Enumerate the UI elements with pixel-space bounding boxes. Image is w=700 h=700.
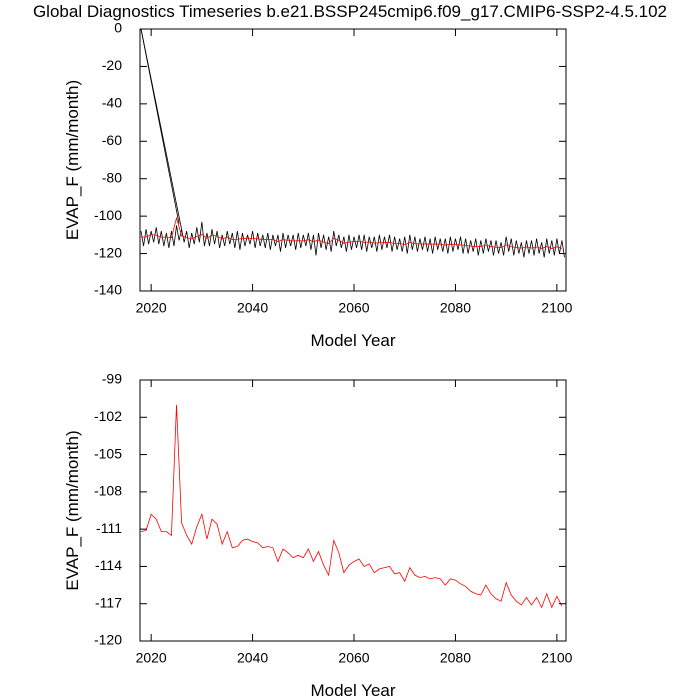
y-tick-label: -140 (94, 282, 122, 298)
x-tick-label: 2020 (136, 300, 167, 316)
y-tick-label: -20 (102, 57, 122, 73)
frame (139, 28, 567, 292)
series-line (140, 404, 563, 609)
x-tick-label: 2020 (136, 650, 167, 666)
x-tick-label: 2080 (440, 300, 471, 316)
y-tick-label: -80 (102, 169, 122, 185)
y-axis-label: EVAP_F (mm/month) (63, 80, 82, 240)
series-line (140, 216, 563, 249)
y-tick-label: -105 (94, 445, 122, 461)
y-tick-label: -99 (102, 371, 122, 387)
y-tick-label: -100 (94, 207, 122, 223)
y-tick-label: -117 (95, 594, 122, 610)
series-line (140, 29, 182, 230)
series-line (140, 221, 565, 258)
y-tick-label: -111 (96, 520, 122, 536)
x-tick-label: 2100 (541, 650, 572, 666)
y-tick-label: -114 (95, 557, 122, 573)
frame (139, 379, 567, 642)
plot-area (140, 404, 563, 609)
y-axis-label: EVAP_F (mm/month) (63, 430, 82, 590)
x-tick-label: 2040 (237, 650, 268, 666)
plot-area (140, 29, 565, 258)
y-tick-label: -120 (94, 244, 122, 260)
x-tick-label: 2060 (338, 650, 369, 666)
x-axis-label: Model Year (310, 331, 395, 350)
x-tick-label: 2040 (237, 300, 268, 316)
x-axis-label: Model Year (310, 681, 395, 700)
y-tick-label: -108 (94, 483, 122, 499)
y-tick-label: 0 (114, 20, 122, 36)
y-tick-label: -60 (102, 132, 122, 148)
x-tick-label: 2100 (541, 300, 572, 316)
y-tick-label: -120 (94, 632, 122, 648)
x-tick-label: 2080 (440, 650, 471, 666)
y-tick-label: -102 (94, 408, 122, 424)
page-title: Global Diagnostics Timeseries b.e21.BSSP… (33, 2, 667, 21)
y-tick-label: -40 (102, 95, 122, 111)
x-tick-label: 2060 (338, 300, 369, 316)
